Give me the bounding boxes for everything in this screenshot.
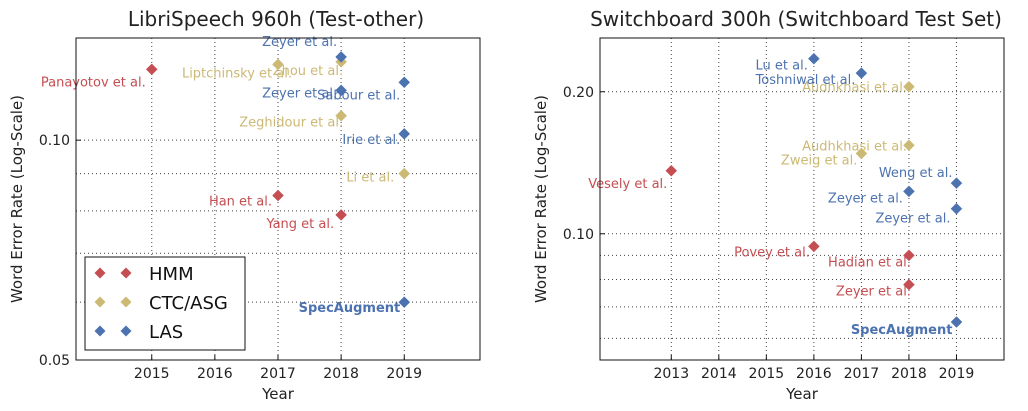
- x-axis-label: Year: [261, 385, 295, 403]
- data-label: Zeyer et al.: [836, 285, 911, 300]
- ticks: 2015 2016 2017 2018 2019 0.05 0.10: [39, 133, 422, 382]
- y-tick-label: 0.10: [39, 133, 70, 149]
- data-label: Zeghidour et al.: [239, 116, 343, 131]
- plot-frame: [599, 37, 1005, 361]
- data-label: Panayotov et al.: [41, 75, 146, 90]
- x-tick-label: 2013: [653, 366, 689, 382]
- data-point: [145, 63, 158, 76]
- data-label: Irie et al.: [342, 133, 400, 148]
- data-label: Zweig et al.: [781, 153, 857, 168]
- data-point: [272, 58, 284, 71]
- data-point: [272, 189, 284, 202]
- data-label: Povey et al.: [734, 245, 810, 260]
- data-point: [398, 296, 411, 309]
- legend-marker: [120, 296, 132, 308]
- data-label: Liptchinsky et al.: [182, 66, 292, 81]
- x-tick-label: 2014: [701, 366, 737, 382]
- x-tick-label: 2015: [749, 366, 785, 382]
- data-point: [903, 185, 915, 198]
- data-label: Vesely et al.: [588, 177, 667, 192]
- legend-box: [84, 256, 246, 351]
- data-point: [808, 52, 820, 65]
- x-tick-label: 2019: [939, 366, 975, 382]
- data-label: SpecAugment: [299, 301, 401, 316]
- librispeech-panel: LibriSpeech 960h (Test-other) 2015 2016 20…: [8, 7, 481, 403]
- data-label: Weng et al.: [879, 166, 953, 181]
- legend-label: CTC/ASG: [149, 293, 228, 314]
- y-tick-label: 0.10: [563, 227, 594, 243]
- data-label: Yang et al.: [265, 217, 334, 232]
- data-label: Zeyer et al.: [875, 212, 950, 227]
- legend-marker: [94, 296, 106, 308]
- x-tick-label: 2016: [796, 366, 832, 382]
- data-label: SpecAugment: [851, 323, 953, 338]
- legend: HMM CTC/ASG LAS: [84, 256, 246, 351]
- data-points: Panayotov et al. Han et al. Yang et al. Lip…: [41, 35, 411, 316]
- data-point: [903, 80, 915, 93]
- data-label: Zhou et al.: [273, 64, 343, 79]
- data-point: [335, 209, 347, 221]
- data-point: [808, 240, 820, 253]
- chart-title: Switchboard 300h (Switchboard Test Set): [590, 7, 1002, 31]
- data-point: [855, 147, 868, 160]
- data-point: [398, 128, 411, 140]
- legend-marker: [120, 267, 132, 279]
- x-tick-label: 2018: [891, 366, 927, 382]
- y-axis-label: Word Error Rate (Log-Scale): [8, 95, 26, 303]
- data-point: [903, 139, 915, 152]
- legend-label: LAS: [149, 322, 183, 343]
- legend-label: HMM: [149, 264, 194, 285]
- data-label: Lu et al.: [756, 59, 808, 74]
- legend-marker: [94, 267, 106, 279]
- x-tick-label: 2015: [134, 366, 170, 382]
- data-label: Han et al.: [209, 194, 272, 209]
- legend-marker: [94, 325, 106, 337]
- data-point: [398, 167, 411, 180]
- legend-marker: [120, 325, 132, 337]
- data-point: [335, 109, 347, 122]
- x-tick-label: 2016: [197, 366, 233, 382]
- y-tick-label: 0.05: [39, 353, 70, 369]
- y-axis-label: Word Error Rate (Log-Scale): [532, 95, 550, 303]
- x-tick-label: 2017: [260, 366, 296, 382]
- data-label: Hadian et al.: [828, 255, 911, 270]
- data-point: [335, 51, 347, 63]
- data-label: Audhkhasi et al.: [802, 81, 907, 96]
- data-label: Sabour et al.: [317, 88, 400, 103]
- x-axis-label: Year: [785, 385, 819, 403]
- x-tick-label: 2017: [844, 366, 880, 382]
- data-label: Toshniwal et al.: [755, 73, 856, 88]
- data-label: Zeyer et al.: [828, 191, 903, 206]
- chart-title: LibriSpeech 960h (Test-other): [128, 7, 424, 31]
- y-tick-label: 0.20: [563, 85, 594, 101]
- data-point: [950, 316, 963, 328]
- data-point: [855, 67, 868, 80]
- grid: [600, 38, 1004, 360]
- data-point: [665, 164, 678, 177]
- switchboard-panel: Switchboard 300h (Switchboard Test Set) …: [532, 7, 1005, 403]
- data-point: [398, 76, 411, 89]
- x-tick-label: 2018: [323, 366, 359, 382]
- x-tick-label: 2019: [386, 366, 422, 382]
- data-point: [335, 84, 347, 97]
- data-point: [950, 177, 963, 190]
- data-point: [950, 202, 963, 215]
- plot-frame: [75, 37, 481, 361]
- data-label: Zeyer et al.: [262, 86, 337, 101]
- data-label: Li et al.: [346, 171, 394, 186]
- data-points: Vesely et al. Povey et al. Hadian et al. Ze…: [588, 52, 963, 338]
- ticks: 2013 2014 2015 2016 2017 2018 2019 0.10 0.20: [563, 85, 974, 382]
- data-label: Zeyer et al.: [262, 35, 337, 50]
- data-label: Audhkhasi et al.: [802, 139, 907, 154]
- data-point: [903, 278, 915, 291]
- data-point: [903, 249, 915, 262]
